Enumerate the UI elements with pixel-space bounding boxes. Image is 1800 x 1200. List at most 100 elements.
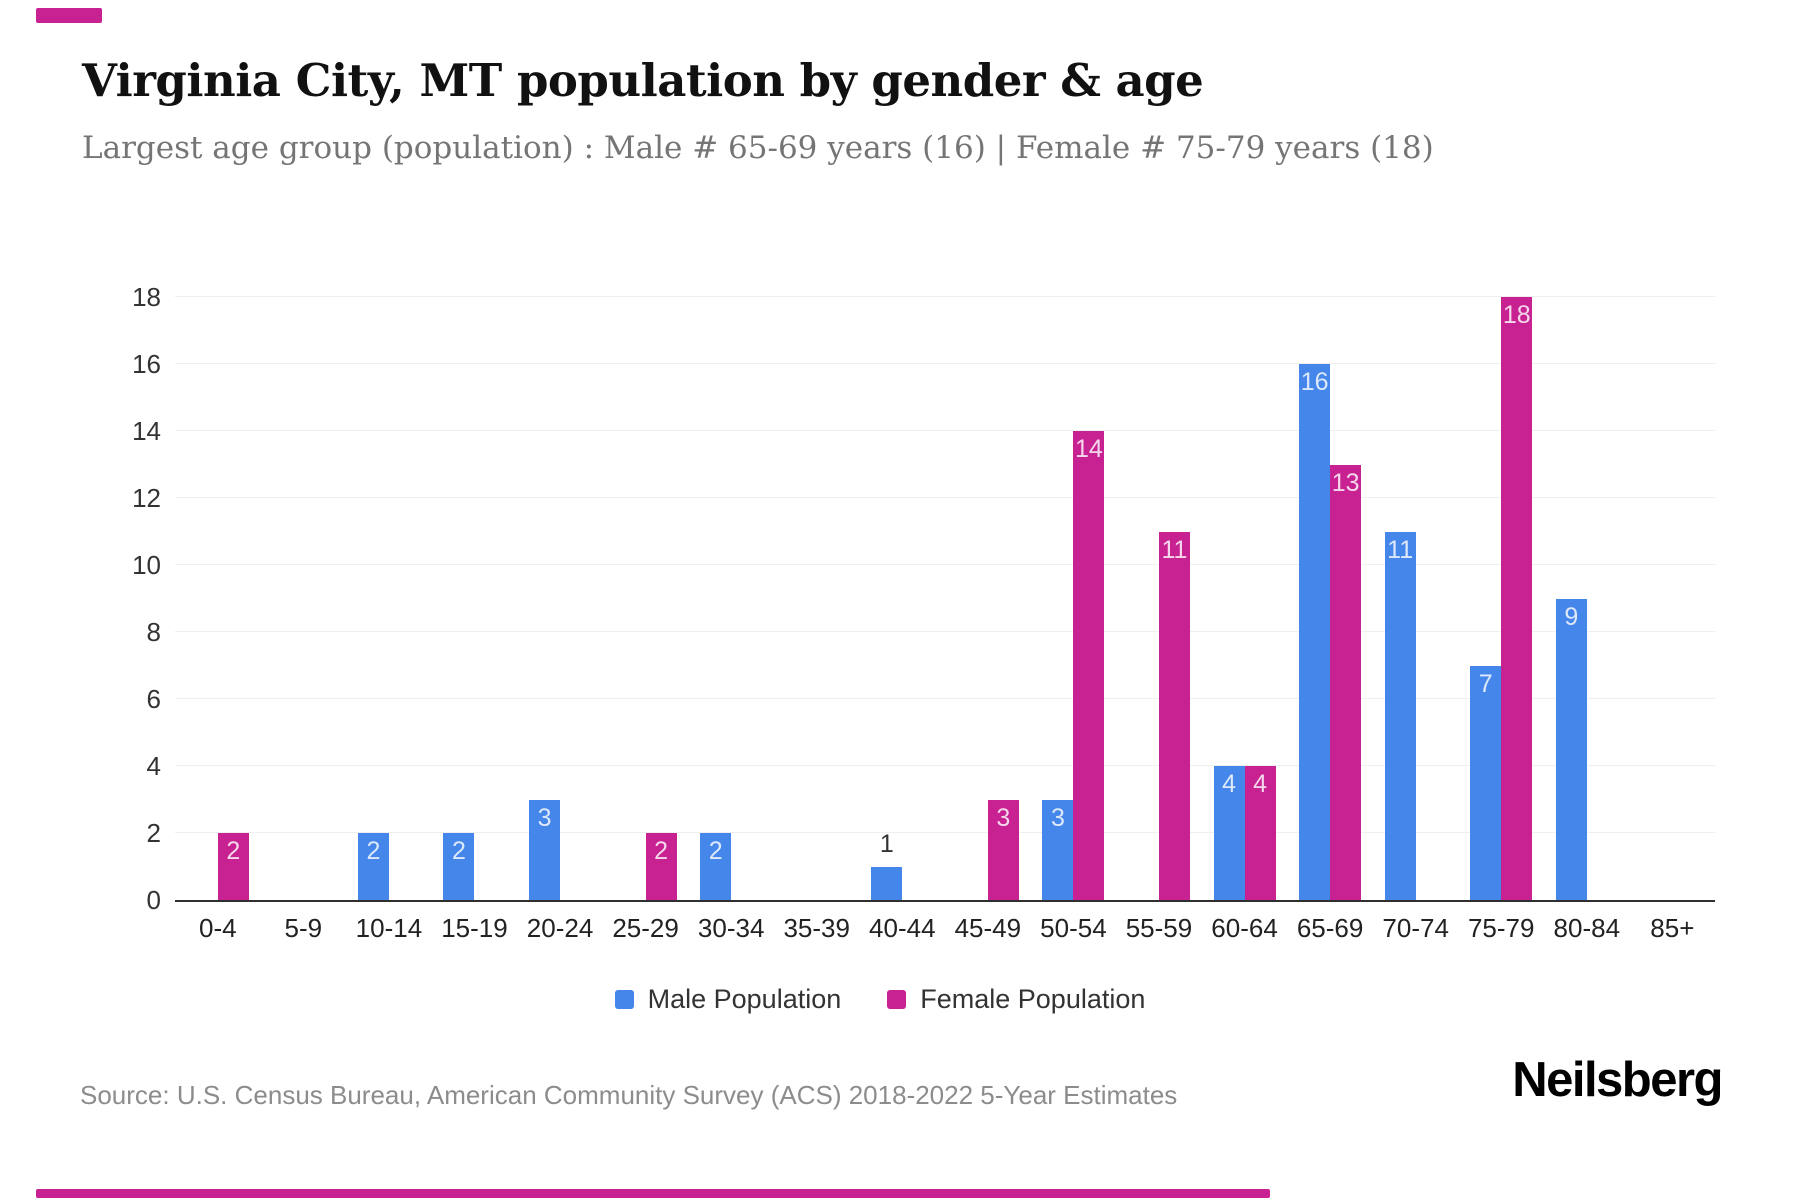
bar-slot-female: 3 — [987, 297, 1019, 900]
bar-value-label: 18 — [1502, 301, 1531, 329]
bar-slot-male: 3 — [529, 297, 561, 900]
bar-male-65-69: 16 — [1299, 364, 1331, 900]
category-column: 15-19 2 — [432, 297, 518, 943]
bar-slot-male: 2 — [700, 297, 732, 900]
bar-value-label: 2 — [452, 837, 466, 866]
bar-male-50-54: 3 — [1042, 799, 1074, 900]
category-column: 60-64 4 4 — [1202, 297, 1288, 943]
x-axis-label: 20-24 — [526, 913, 594, 943]
x-axis-label: 75-79 — [1467, 913, 1535, 943]
male-legend-swatch — [614, 990, 634, 1009]
bar-slot-male: 9 — [1555, 297, 1587, 900]
brand-accent-bottom — [36, 1189, 1270, 1198]
bar-value-label: 2 — [708, 837, 723, 866]
gridline — [175, 564, 1715, 565]
category-column: 5-9 — [261, 297, 347, 943]
y-axis: 0 2 4 6 8 10 12 14 16 18 — [103, 284, 161, 913]
bar-slot-male: 16 — [1299, 297, 1331, 900]
bar-male-15-19: 2 — [443, 833, 475, 900]
gridline — [175, 363, 1715, 365]
bar-value-label: 2 — [366, 837, 381, 866]
bar-value-label: 9 — [1564, 602, 1579, 631]
bar-value-label: 13 — [1331, 468, 1360, 497]
y-axis-label: 18 — [132, 282, 161, 312]
bar-female-0-4: 2 — [217, 833, 249, 900]
category-column: 0-4 2 — [175, 297, 261, 943]
bar-value-label: 11 — [1387, 535, 1414, 564]
bar-slot-male: 7 — [1470, 297, 1502, 900]
brand-accent-top — [36, 8, 102, 23]
bar-value-label: 1 — [879, 829, 894, 858]
y-axis-label: 14 — [132, 416, 161, 446]
gridline — [175, 698, 1715, 699]
bar-value-label: 4 — [1253, 770, 1267, 799]
legend-label-female: Female Population — [920, 984, 1146, 1014]
x-axis-label: 5-9 — [284, 913, 323, 943]
x-axis-label: 25-29 — [612, 913, 679, 943]
chart-legend: Male Population Female Population — [0, 984, 1760, 1015]
y-axis-label: 12 — [132, 483, 161, 514]
bar-chart-plot-area: 0 2 4 6 8 10 12 14 16 18 0-4 2 5-9 10-14 2 15-19 2 20-24… — [132, 284, 1716, 943]
bar-value-label: 16 — [1300, 368, 1329, 397]
bar-slot-male: 11 — [1384, 297, 1416, 900]
legend-item-male[interactable]: Male Population — [614, 984, 841, 1015]
bar-value-label: 4 — [1222, 770, 1236, 799]
y-axis-label: 4 — [146, 751, 161, 782]
bar-slot-female: 14 — [1073, 297, 1105, 900]
bar-slot-female: 4 — [1244, 297, 1276, 900]
bar-value-label: 3 — [996, 803, 1011, 832]
page-subtitle: Largest age group (population) : Male # … — [82, 130, 1434, 166]
y-axis-label: 10 — [132, 550, 161, 580]
gridline — [175, 631, 1715, 633]
bar-value-label: 3 — [1050, 803, 1065, 832]
bar-female-65-69: 13 — [1330, 464, 1362, 900]
category-column: 40-44 1 — [860, 297, 946, 943]
category-column: 65-69 16 13 — [1287, 297, 1373, 943]
bar-male-10-14: 2 — [357, 833, 389, 900]
gridline — [175, 430, 1715, 431]
bar-female-25-29: 2 — [645, 833, 677, 900]
bar-female-75-79: 18 — [1501, 297, 1533, 900]
x-axis-label: 15-19 — [441, 913, 508, 943]
bar-slot-male: 1 — [871, 297, 903, 900]
bar-slot-male: 4 — [1213, 297, 1245, 900]
y-axis-label: 2 — [146, 818, 161, 849]
x-axis-label: 65-69 — [1296, 913, 1364, 943]
bar-value-label: 2 — [654, 837, 669, 866]
gridline — [175, 765, 1715, 767]
bar-male-40-44 — [871, 866, 903, 900]
category-column: 30-34 2 — [688, 297, 774, 943]
bar-female-55-59: 11 — [1158, 531, 1190, 900]
bar-female-60-64: 4 — [1244, 766, 1276, 900]
bar-value-label: 3 — [537, 803, 552, 832]
category-column: 50-54 3 14 — [1031, 297, 1117, 943]
bar-male-60-64: 4 — [1213, 766, 1245, 900]
category-column: 75-79 7 18 — [1458, 297, 1544, 943]
x-axis-label: 80-84 — [1553, 913, 1621, 943]
bar-slot-male: 2 — [443, 297, 475, 900]
bar-slot-female: 13 — [1330, 297, 1362, 900]
bar-slot-female: 11 — [1158, 297, 1190, 900]
bar-female-50-54: 14 — [1073, 431, 1105, 900]
category-column: 85+ — [1630, 297, 1716, 943]
y-axis-label: 16 — [132, 349, 161, 380]
gridline — [175, 497, 1715, 498]
legend-item-female[interactable]: Female Population — [887, 984, 1145, 1015]
x-axis-label: 85+ — [1650, 913, 1695, 943]
y-axis-label: 8 — [146, 617, 161, 648]
x-axis-label: 10-14 — [355, 913, 423, 943]
bar-value-label: 11 — [1161, 535, 1188, 564]
x-axis-label: 40-44 — [869, 913, 936, 943]
x-axis-label: 30-34 — [697, 913, 765, 943]
female-legend-swatch — [887, 990, 907, 1009]
bar-male-80-84: 9 — [1555, 598, 1587, 900]
category-column: 80-84 9 — [1544, 297, 1630, 943]
bar-value-label: 2 — [226, 837, 241, 866]
x-axis-label: 45-49 — [954, 913, 1022, 943]
category-column: 25-29 2 — [603, 297, 689, 943]
bar-slot-male: 3 — [1042, 297, 1074, 900]
category-column: 20-24 3 — [517, 297, 603, 943]
x-axis-label: 70-74 — [1382, 913, 1449, 943]
gridline — [175, 296, 1715, 297]
bar-male-20-24: 3 — [529, 799, 561, 900]
